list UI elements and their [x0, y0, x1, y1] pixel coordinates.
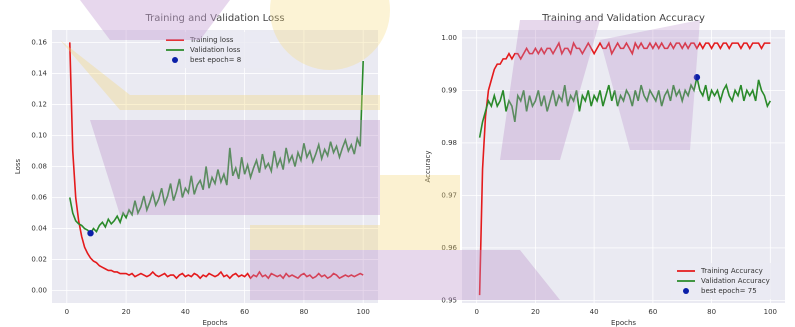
- legend-swatch: [172, 57, 178, 63]
- y-tick-label: 0.97: [441, 191, 457, 199]
- y-tick-label: 0.12: [31, 100, 47, 108]
- x-tick-label: 20: [531, 308, 540, 316]
- x-tick-label: 0: [474, 308, 478, 316]
- y-tick-label: 0.00: [31, 287, 47, 295]
- x-tick-label: 80: [299, 308, 308, 316]
- legend-label: Training Accuracy: [700, 267, 763, 275]
- x-tick-label: 60: [240, 308, 249, 316]
- y-tick-label: 0.08: [31, 163, 47, 171]
- legend-label: best epoch= 8: [190, 56, 241, 64]
- y-tick-label: 0.96: [441, 244, 457, 252]
- x-tick-label: 40: [590, 308, 599, 316]
- legend-label: best epoch= 75: [701, 287, 757, 295]
- legend-label: Validation loss: [190, 46, 241, 54]
- legend-label: Training loss: [189, 36, 234, 44]
- x-tick-label: 60: [648, 308, 657, 316]
- chart-title: Training and Validation Loss: [144, 13, 284, 24]
- y-tick-label: 0.98: [441, 139, 457, 147]
- y-axis-label: Accuracy: [424, 151, 432, 183]
- x-tick-label: 100: [764, 308, 777, 316]
- x-tick-label: 80: [707, 308, 716, 316]
- legend-swatch: [683, 288, 689, 294]
- x-tick-label: 0: [65, 308, 69, 316]
- x-tick-label: 100: [356, 308, 369, 316]
- y-tick-label: 0.04: [31, 225, 47, 233]
- y-tick-label: 0.06: [31, 194, 47, 202]
- x-axis-label: Epochs: [202, 319, 227, 327]
- best-point: [694, 74, 700, 80]
- x-tick-label: 20: [122, 308, 131, 316]
- y-tick-label: 0.99: [441, 86, 457, 94]
- best-point: [87, 230, 93, 236]
- chart-title: Training and Validation Accuracy: [541, 13, 705, 24]
- y-tick-label: 1.00: [441, 34, 457, 42]
- x-axis-label: Epochs: [611, 319, 636, 327]
- y-tick-label: 0.95: [441, 296, 457, 304]
- y-tick-label: 0.14: [31, 69, 47, 77]
- x-tick-label: 40: [181, 308, 190, 316]
- plot-background: [462, 30, 785, 303]
- legend-label: Validation Accuracy: [701, 277, 770, 285]
- y-tick-label: 0.16: [31, 38, 47, 46]
- y-axis-label: Loss: [14, 158, 22, 174]
- y-tick-label: 0.10: [31, 131, 47, 139]
- figure: 0.00 0.02 0.04 0.06 0.08 0.10 0.12 0.14 0.16 0 20 4…: [0, 0, 795, 327]
- y-tick-label: 0.02: [31, 256, 47, 264]
